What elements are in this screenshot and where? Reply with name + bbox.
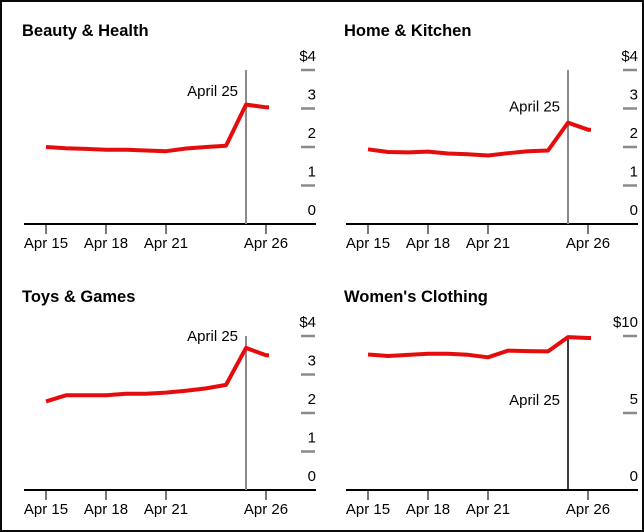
y-tick-label: 0 xyxy=(308,468,316,485)
y-tick-label: $10 xyxy=(613,314,638,331)
x-tick-label: Apr 18 xyxy=(406,501,450,518)
chart-svg: Women's Clothing Apr 15 Apr 18 Apr 21 Apr 26… xyxy=(344,288,638,518)
x-tick-label: Apr 15 xyxy=(24,501,68,518)
y-tick-label: $4 xyxy=(621,48,638,65)
y-tick-label: 3 xyxy=(308,353,316,370)
price-line xyxy=(367,120,591,158)
x-tick-label: Apr 15 xyxy=(346,235,390,252)
x-tick-label: Apr 21 xyxy=(144,501,188,518)
x-tick-label: Apr 18 xyxy=(84,235,128,252)
x-tick-label: Apr 26 xyxy=(244,235,288,252)
annotation-label: April 25 xyxy=(187,83,238,100)
chart-title: Women's Clothing xyxy=(344,288,488,306)
y-tick-label: 0 xyxy=(630,202,638,219)
chart-svg: Home & Kitchen Apr 15 Apr 18 Apr 21 Apr 26 $4… xyxy=(344,22,638,252)
y-tick-label: 3 xyxy=(308,87,316,104)
y-tick-label: 0 xyxy=(308,202,316,219)
y-tick-label: 2 xyxy=(308,125,316,142)
x-tick-label: Apr 21 xyxy=(466,501,510,518)
x-tick-label: Apr 26 xyxy=(566,501,610,518)
chart-title: Toys & Games xyxy=(22,288,135,306)
x-tick-label: Apr 21 xyxy=(466,235,510,252)
y-tick-label: 3 xyxy=(630,87,638,104)
chart-title: Beauty & Health xyxy=(22,22,149,40)
x-tick-label: Apr 26 xyxy=(566,235,610,252)
annotation-label: April 25 xyxy=(509,392,560,409)
chart-title: Home & Kitchen xyxy=(344,22,471,40)
y-tick-label: 0 xyxy=(630,468,638,485)
price-line xyxy=(367,335,591,360)
chart-svg: Beauty & Health Apr 15 Apr 18 Apr 21 Apr 26 $… xyxy=(22,22,316,252)
annotation-label: April 25 xyxy=(509,99,560,116)
y-tick-label: 5 xyxy=(630,391,638,408)
y-tick-label: $4 xyxy=(299,48,316,65)
x-tick-label: Apr 21 xyxy=(144,235,188,252)
chart-panel-toys-games: Toys & Games Apr 15 Apr 18 Apr 21 Apr 26 $4 3 2… xyxy=(0,266,322,532)
x-tick-label: Apr 18 xyxy=(406,235,450,252)
x-tick-label: Apr 18 xyxy=(84,501,128,518)
price-line xyxy=(45,345,269,404)
x-tick-label: Apr 26 xyxy=(244,501,288,518)
annotation-label: April 25 xyxy=(187,328,238,345)
chart-panel-home-kitchen: Home & Kitchen Apr 15 Apr 18 Apr 21 Apr 26 $4… xyxy=(322,0,644,266)
y-tick-label: $4 xyxy=(299,314,316,331)
price-line xyxy=(45,102,269,154)
chart-panel-womens-clothing: Women's Clothing Apr 15 Apr 18 Apr 21 Apr 26… xyxy=(322,266,644,532)
y-tick-label: 2 xyxy=(308,391,316,408)
y-tick-label: 1 xyxy=(308,430,316,447)
chart-panel-beauty-health: Beauty & Health Apr 15 Apr 18 Apr 21 Apr 26 $… xyxy=(0,0,322,266)
x-tick-label: Apr 15 xyxy=(346,501,390,518)
y-tick-label: 2 xyxy=(630,125,638,142)
y-tick-label: 1 xyxy=(630,164,638,181)
y-tick-label: 1 xyxy=(308,164,316,181)
chart-svg: Toys & Games Apr 15 Apr 18 Apr 21 Apr 26 $4 3 2… xyxy=(22,288,316,518)
x-tick-label: Apr 15 xyxy=(24,235,68,252)
